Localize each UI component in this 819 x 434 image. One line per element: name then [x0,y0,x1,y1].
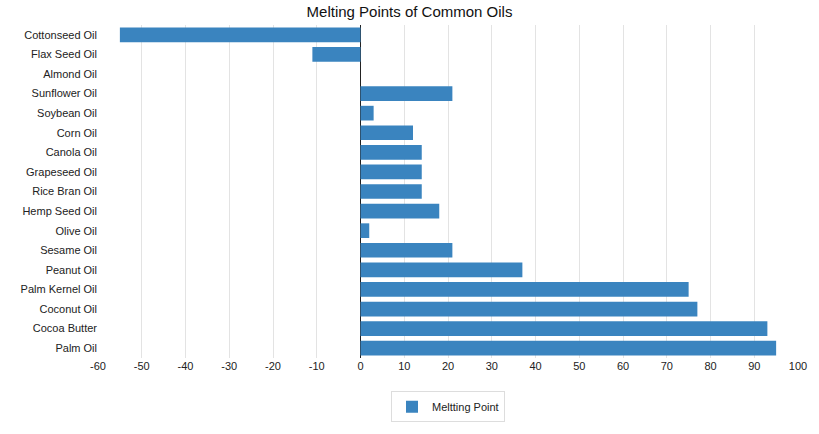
svg-text:Olive Oil: Olive Oil [55,225,97,237]
svg-text:Sesame Oil: Sesame Oil [40,244,97,256]
svg-text:Palm Kernel Oil: Palm Kernel Oil [21,283,97,295]
svg-text:100: 100 [789,360,807,372]
svg-text:0: 0 [357,360,363,372]
svg-text:-30: -30 [221,360,237,372]
svg-text:Hemp Seed Oil: Hemp Seed Oil [22,205,97,217]
svg-text:Almond Oil: Almond Oil [43,68,97,80]
svg-text:Meltting Point: Meltting Point [432,401,499,413]
svg-text:-50: -50 [134,360,150,372]
svg-text:Palm Oil: Palm Oil [55,342,97,354]
svg-text:Cocoa Butter: Cocoa Butter [33,322,98,334]
svg-text:Canola Oil: Canola Oil [46,146,97,158]
svg-text:-60: -60 [90,360,106,372]
svg-text:Sunflower Oil: Sunflower Oil [32,87,97,99]
svg-text:10: 10 [398,360,410,372]
svg-text:30: 30 [486,360,498,372]
svg-text:Coconut Oil: Coconut Oil [40,303,97,315]
svg-text:40: 40 [529,360,541,372]
svg-text:70: 70 [661,360,673,372]
svg-text:80: 80 [704,360,716,372]
svg-text:50: 50 [573,360,585,372]
svg-text:90: 90 [748,360,760,372]
svg-text:Peanut Oil: Peanut Oil [46,264,97,276]
svg-text:Corn Oil: Corn Oil [57,127,97,139]
svg-text:-20: -20 [265,360,281,372]
svg-text:Rice Bran Oil: Rice Bran Oil [32,185,97,197]
svg-text:60: 60 [617,360,629,372]
svg-text:Soybean Oil: Soybean Oil [37,107,97,119]
svg-text:-10: -10 [309,360,325,372]
svg-text:Flax Seed Oil: Flax Seed Oil [31,48,97,60]
svg-text:Grapeseed Oil: Grapeseed Oil [26,166,97,178]
svg-text:Cottonseed Oil: Cottonseed Oil [24,29,97,41]
svg-text:20: 20 [442,360,454,372]
svg-text:Melting Points of Common Oils: Melting Points of Common Oils [307,3,513,20]
svg-text:-40: -40 [178,360,194,372]
